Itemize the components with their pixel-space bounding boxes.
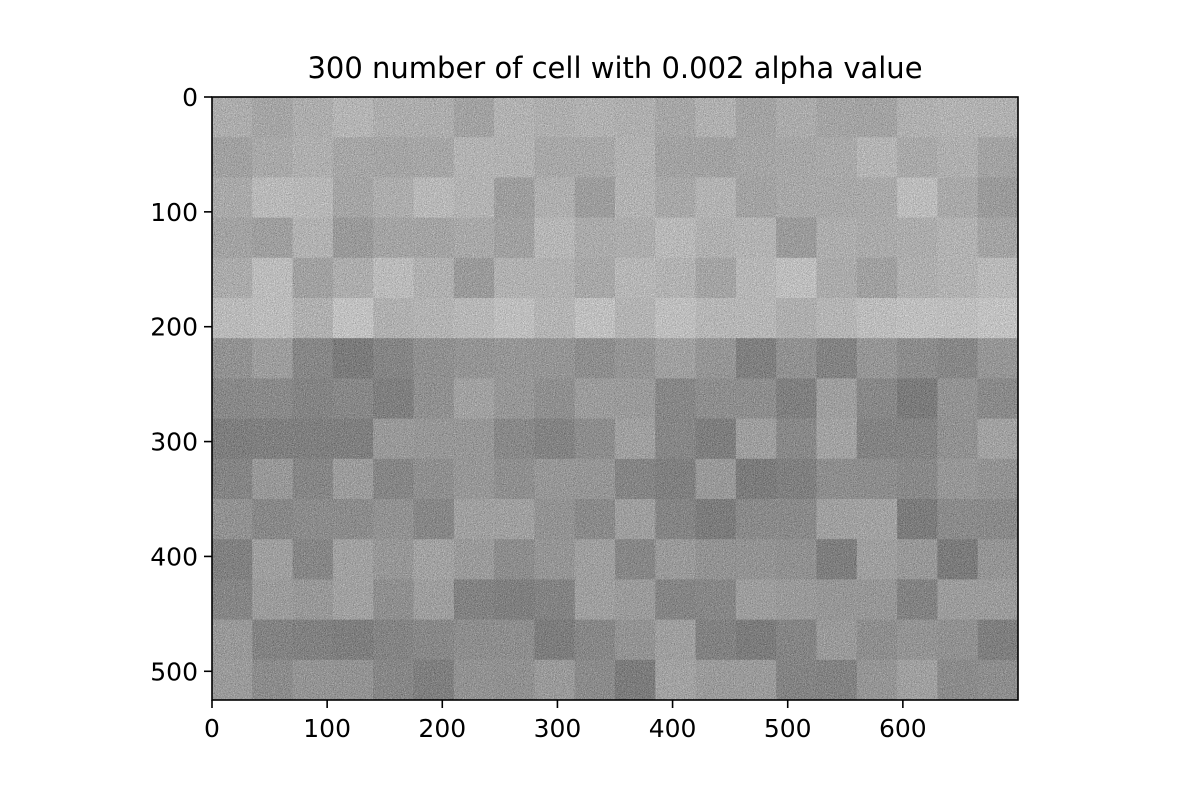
x-tick-label: 400 [649, 714, 697, 743]
y-tick-label: 500 [150, 657, 198, 686]
x-tick-label: 0 [204, 714, 220, 743]
x-tick-label: 600 [879, 714, 927, 743]
y-axis: 0 100 200 300 400 500 [150, 83, 212, 686]
x-tick-label: 500 [764, 714, 812, 743]
chart-title: 300 number of cell with 0.002 alpha valu… [307, 51, 922, 85]
y-tick-label: 400 [150, 542, 198, 571]
x-axis: 0 100 200 300 400 500 600 [204, 700, 927, 743]
x-tick-label: 100 [303, 714, 351, 743]
y-tick-label: 300 [150, 428, 198, 457]
heatmap-image [212, 97, 1018, 700]
y-tick-label: 0 [182, 83, 198, 112]
y-tick-label: 100 [150, 198, 198, 227]
image-noise-texture [212, 97, 1018, 700]
plot-frame [211, 96, 1019, 701]
y-tick-label: 200 [150, 313, 198, 342]
x-tick-label: 300 [534, 714, 582, 743]
x-tick-label: 200 [418, 714, 466, 743]
